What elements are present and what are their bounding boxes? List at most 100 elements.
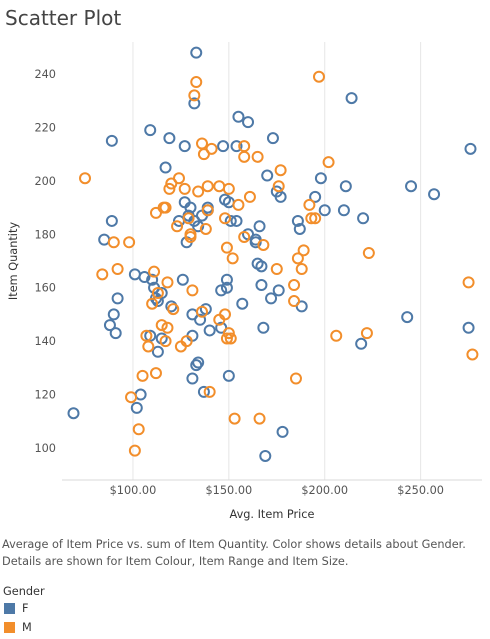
point-m [163, 182, 176, 195]
point-m [222, 182, 235, 195]
y-tick-label: 200 [34, 175, 56, 188]
point-f [107, 308, 120, 321]
point-f [266, 132, 279, 145]
scatter-chart: $100.00 $150.00 $200.00 $250.00 100 120 140 160… [7, 42, 482, 521]
point-f [291, 214, 304, 227]
point-m [305, 212, 318, 225]
point-m [201, 204, 214, 217]
point-m [295, 263, 308, 276]
point-f [276, 425, 289, 438]
caption-line-2: Details are shown for Item Colour, Item … [2, 554, 349, 568]
point-m [238, 230, 251, 243]
point-f [155, 287, 168, 300]
y-tick-label: 160 [34, 282, 56, 295]
point-f [259, 449, 272, 462]
point-m [322, 156, 335, 169]
point-f [253, 220, 266, 233]
point-f [138, 271, 151, 284]
x-tick-label: $250.00 [397, 484, 444, 497]
legend-item-m[interactable]: M [4, 620, 32, 634]
point-m [213, 180, 226, 193]
point-m [184, 230, 197, 243]
point-f [257, 321, 270, 334]
point-m [96, 268, 109, 281]
point-m [159, 201, 172, 214]
point-m [462, 276, 475, 289]
point-m [196, 305, 208, 318]
point-f [230, 140, 243, 153]
point-f [405, 180, 418, 193]
point-m [107, 236, 120, 249]
point-m [330, 329, 343, 342]
point-m [161, 276, 174, 289]
chart-title: Scatter Plot [5, 6, 122, 30]
legend-item-f[interactable]: F [4, 601, 29, 615]
point-m [289, 372, 302, 385]
point-f [105, 214, 118, 227]
y-axis-title: Item Quantity [7, 222, 20, 300]
point-f [109, 327, 122, 340]
point-f [314, 172, 327, 185]
point-m [203, 385, 216, 398]
point-f [464, 142, 477, 155]
point-f [345, 92, 358, 105]
point-f [163, 132, 176, 145]
point-m [151, 287, 164, 300]
point-f [428, 188, 441, 201]
point-f [462, 321, 475, 334]
point-m [312, 70, 325, 83]
point-f [222, 369, 235, 382]
point-m [288, 295, 301, 308]
point-m [155, 319, 168, 332]
point-m [232, 198, 245, 211]
y-tick-label: 100 [34, 442, 56, 455]
point-m [220, 332, 233, 345]
y-tick-label: 240 [34, 68, 56, 81]
point-m [148, 265, 161, 278]
point-m [274, 164, 287, 177]
point-f [192, 356, 205, 369]
point-m [238, 140, 251, 153]
point-f [178, 140, 191, 153]
point-f [151, 345, 164, 358]
point-f [165, 300, 178, 313]
point-m [253, 412, 266, 425]
series-m [79, 70, 479, 457]
point-m [192, 185, 205, 198]
point-m [220, 241, 233, 254]
point-f [220, 281, 233, 294]
point-m [167, 303, 180, 316]
point-m [251, 150, 264, 163]
point-m [360, 327, 373, 340]
point-f [232, 110, 245, 123]
point-f [224, 214, 237, 227]
point-m [222, 327, 235, 340]
point-m [128, 444, 141, 457]
point-m [161, 321, 174, 334]
point-f [176, 273, 189, 286]
point-f [197, 385, 210, 398]
point-f [357, 212, 370, 225]
point-f [128, 268, 141, 281]
point-m [172, 172, 185, 185]
point-m [219, 308, 232, 321]
x-axis-title: Avg. Item Price [230, 508, 315, 521]
point-f [111, 292, 124, 305]
point-m [243, 190, 256, 203]
point-m [186, 284, 199, 297]
point-m [466, 348, 479, 361]
point-f [144, 124, 157, 137]
point-f [190, 46, 203, 59]
point-f [355, 337, 368, 350]
point-m [238, 150, 251, 163]
legend-swatch-m [4, 621, 15, 633]
point-m [182, 212, 195, 225]
point-f [192, 220, 205, 233]
x-tick-label: $100.00 [110, 484, 157, 497]
point-m [196, 137, 208, 150]
point-m [297, 244, 310, 257]
y-tick-label: 140 [34, 335, 56, 348]
point-m [125, 391, 138, 404]
point-f [217, 140, 230, 153]
point-m [190, 76, 203, 89]
